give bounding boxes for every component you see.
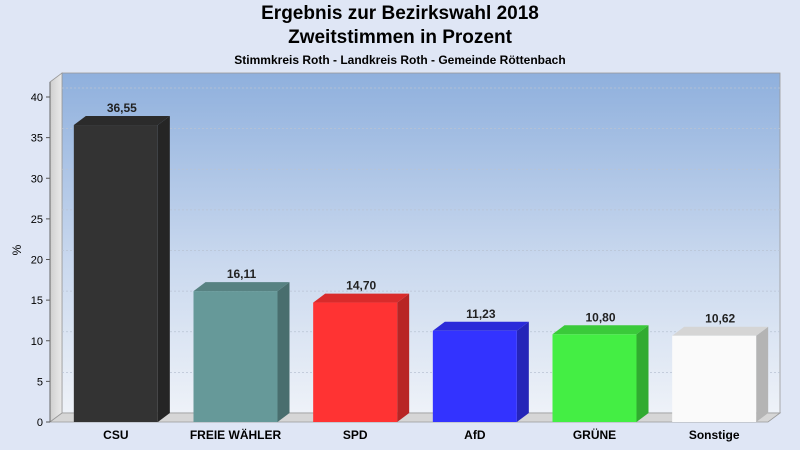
bar [73, 125, 158, 422]
bar [432, 330, 517, 422]
bar [313, 302, 398, 422]
bar-top [313, 293, 410, 303]
data-label: 10,80 [585, 310, 615, 324]
bar-side [636, 325, 649, 422]
bar-top [672, 326, 769, 336]
y-tick-label: 0 [37, 417, 43, 429]
bar-top [432, 321, 529, 331]
y-tick-label: 25 [31, 214, 43, 226]
plot-side-wall [49, 72, 63, 423]
x-tick-label: FREIE WÄHLER [190, 427, 282, 442]
bar-top [73, 116, 170, 126]
bar-side [756, 326, 769, 422]
y-tick-label: 35 [31, 133, 43, 145]
bar [193, 291, 278, 422]
bar-top [193, 282, 290, 292]
x-tick-label: GRÜNE [573, 427, 616, 442]
data-label: 14,70 [346, 279, 376, 293]
plot-background [61, 72, 781, 414]
bar-side [157, 116, 170, 422]
bar-side [397, 293, 410, 422]
x-tick-label: Sonstige [689, 428, 740, 442]
y-tick-label: 40 [31, 92, 43, 104]
bar-top [552, 325, 649, 335]
y-tick-label: 5 [37, 376, 43, 388]
bar [552, 334, 637, 422]
y-tick-label: 20 [31, 255, 43, 267]
chart-caption: Stimmkreis Roth - Landkreis Roth - Gemei… [234, 53, 566, 67]
y-tick-label: 15 [31, 295, 43, 307]
data-label: 36,55 [107, 101, 137, 115]
x-tick-label: AfD [464, 428, 486, 442]
bar [672, 335, 757, 422]
data-label: 10,62 [705, 312, 735, 326]
x-tick-label: SPD [343, 428, 368, 442]
y-axis-label: % [10, 244, 24, 255]
y-tick-label: 30 [31, 173, 43, 185]
bar-side [516, 321, 529, 422]
y-tick-label: 10 [31, 336, 43, 348]
data-label: 16,11 [227, 267, 257, 281]
x-tick-label: CSU [103, 428, 128, 442]
chart-title: Ergebnis zur Bezirkswahl 2018 [261, 3, 539, 24]
bar-side [277, 282, 290, 422]
chart-subtitle: Zweitstimmen in Prozent [288, 27, 512, 48]
data-label: 11,23 [466, 307, 496, 321]
